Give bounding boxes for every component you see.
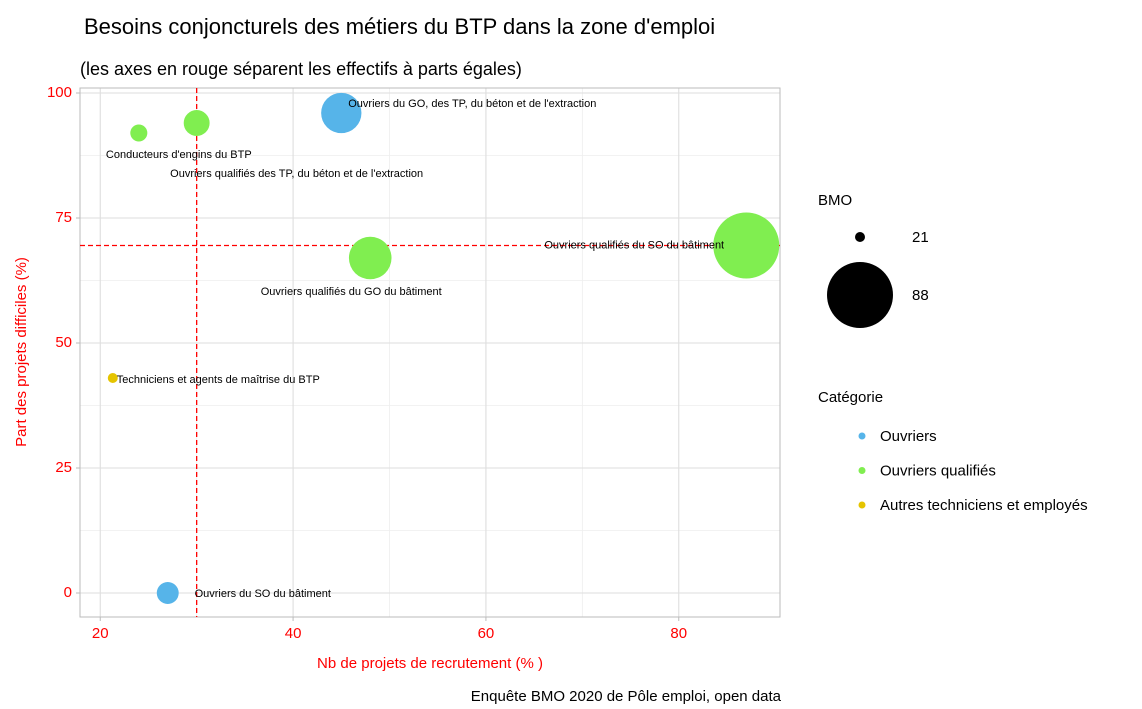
legend-title: Catégorie bbox=[818, 389, 883, 406]
legend-key bbox=[858, 501, 866, 509]
point-label: Ouvriers qualifiés du GO du bâtiment bbox=[261, 286, 442, 298]
bubble bbox=[183, 110, 210, 136]
point-label: Conducteurs d'engins du BTP bbox=[106, 149, 252, 161]
legend-label: Ouvriers bbox=[880, 428, 937, 445]
y-tick-label: 50 bbox=[55, 334, 72, 351]
x-tick-label: 20 bbox=[92, 625, 109, 642]
point-label: Ouvriers du GO, des TP, du béton et de l… bbox=[348, 98, 596, 110]
y-tick-label: 75 bbox=[55, 209, 72, 226]
point-label: Ouvriers qualifiés des TP, du béton et d… bbox=[170, 168, 423, 180]
bubble bbox=[713, 212, 780, 279]
legend-key bbox=[858, 432, 866, 440]
point-label: Ouvriers du SO du bâtiment bbox=[195, 588, 331, 600]
legend-label: Ouvriers qualifiés bbox=[880, 462, 996, 479]
legend-label: Autres techniciens et employés bbox=[880, 497, 1088, 514]
legend-title: BMO bbox=[818, 192, 852, 209]
bubble bbox=[321, 92, 362, 134]
x-tick-label: 60 bbox=[478, 625, 495, 642]
chart-subtitle: (les axes en rouge séparent les effectif… bbox=[80, 59, 522, 79]
legend-label: 21 bbox=[912, 229, 929, 246]
x-tick-label: 80 bbox=[670, 625, 687, 642]
bubble bbox=[348, 236, 392, 280]
legend-size-key bbox=[855, 232, 865, 242]
bubble bbox=[130, 124, 148, 142]
legend-label: 88 bbox=[912, 287, 929, 304]
plot-border bbox=[79, 87, 781, 618]
x-tick-label: 40 bbox=[285, 625, 302, 642]
y-tick-label: 25 bbox=[55, 459, 72, 476]
caption: Enquête BMO 2020 de Pôle emploi, open da… bbox=[471, 688, 782, 705]
chart-title: Besoins conjoncturels des métiers du BTP… bbox=[84, 14, 715, 39]
point-label: Ouvriers qualifiés du SO du bâtiment bbox=[544, 239, 724, 251]
y-tick-label: 100 bbox=[47, 84, 72, 101]
bubble bbox=[156, 582, 179, 604]
legend-size-key bbox=[827, 262, 893, 328]
y-axis-label: Part des projets difficiles (%) bbox=[13, 257, 30, 447]
legend-key bbox=[858, 467, 866, 474]
point-label: Techniciens et agents de maîtrise du BTP bbox=[117, 374, 320, 386]
x-axis-label: Nb de projets de recrutement (% ) bbox=[317, 655, 543, 672]
y-tick-label: 0 bbox=[64, 584, 72, 601]
bubble bbox=[107, 373, 118, 383]
